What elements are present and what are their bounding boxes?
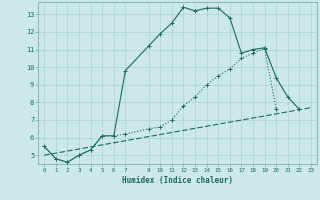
- X-axis label: Humidex (Indice chaleur): Humidex (Indice chaleur): [122, 176, 233, 185]
